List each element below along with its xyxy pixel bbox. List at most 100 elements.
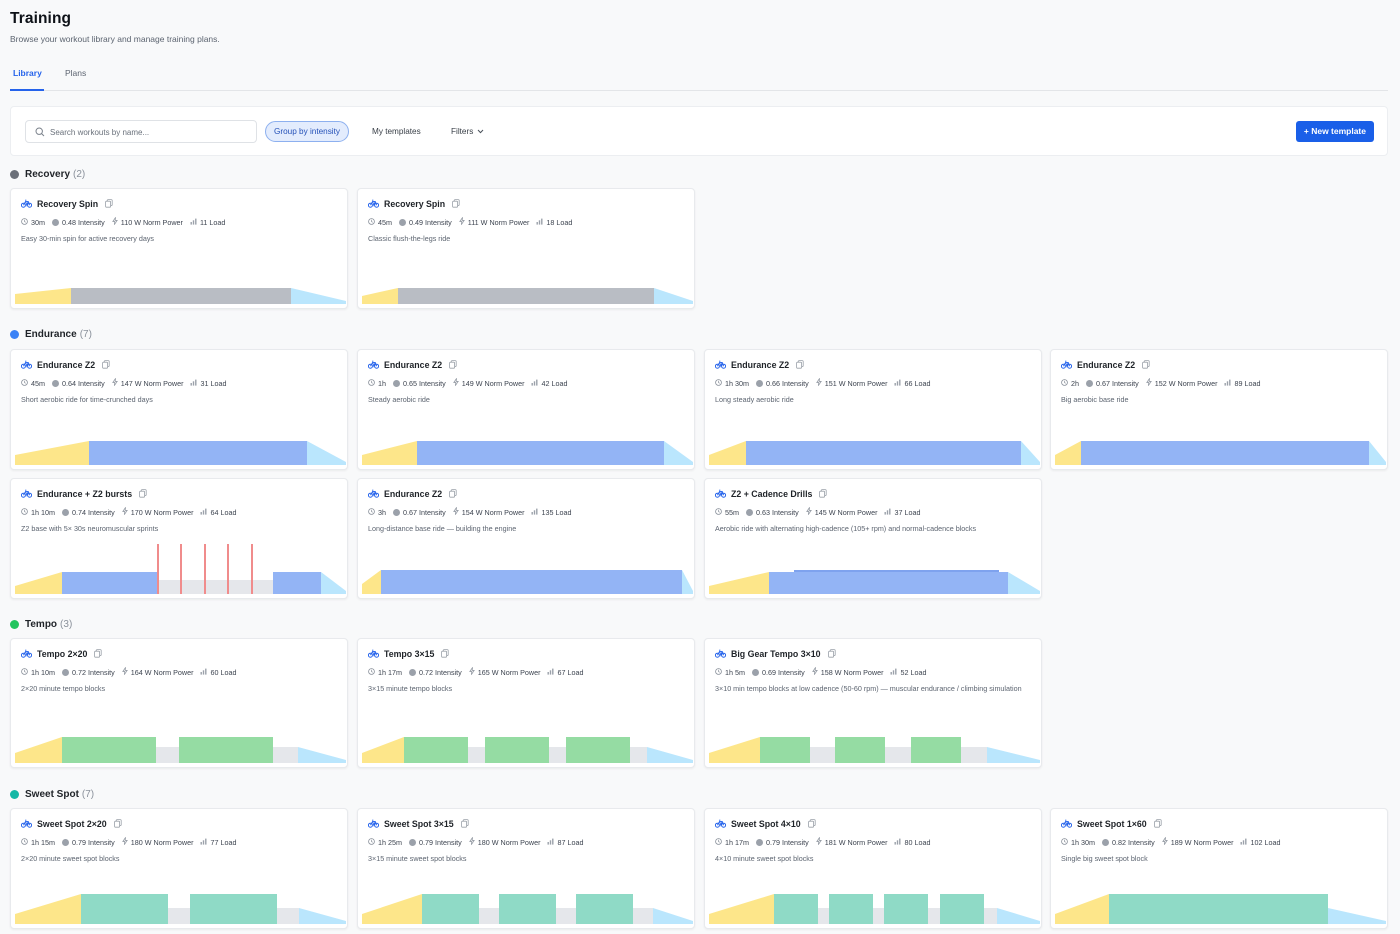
workout-card[interactable]: Big Gear Tempo 3×10 1h 5m 0.69 Intensity 15…	[704, 638, 1042, 768]
intensity-stat: 0.65 Intensity	[393, 379, 446, 388]
copy-icon[interactable]	[449, 356, 457, 374]
card-header: Endurance Z2	[1060, 356, 1150, 374]
workout-card[interactable]: Sweet Spot 1×60 1h 30m 0.82 Intensity 189 W…	[1050, 808, 1388, 929]
bar-chart-icon	[190, 379, 200, 388]
copy-icon[interactable]	[449, 485, 457, 503]
duration-stat: 30m	[21, 218, 45, 227]
workout-card[interactable]: Recovery Spin 45m 0.49 Intensity 111 W Norm…	[357, 188, 695, 309]
copy-icon[interactable]	[113, 815, 122, 833]
workout-card[interactable]: Endurance Z2 1h 30m 0.66 Intensity 151 W No…	[704, 349, 1042, 470]
workout-title: Recovery Spin	[384, 199, 446, 209]
intensity-dot-icon	[408, 838, 416, 846]
workout-stats: 1h 30m 0.82 Intensity 189 W Norm Power 102 …	[1061, 837, 1287, 847]
power-value: 111 W Norm Power	[467, 217, 530, 227]
workout-description: 4×10 minute sweet spot blocks	[715, 854, 814, 863]
search-input[interactable]	[50, 124, 250, 140]
copy-icon[interactable]	[807, 815, 816, 833]
active-tab-indicator	[10, 89, 44, 91]
copy-icon[interactable]	[441, 645, 450, 663]
workout-card[interactable]: Endurance + Z2 bursts 1h 10m 0.74 Intensit…	[10, 478, 348, 599]
intensity-value: 0.65 Intensity	[403, 378, 446, 388]
tab-library[interactable]: Library	[13, 68, 42, 78]
workout-card[interactable]: Sweet Spot 2×20 1h 15m 0.79 Intensity 180 W…	[10, 808, 348, 929]
intensity-stat: 0.67 Intensity	[1086, 379, 1139, 388]
copy-icon[interactable]	[460, 815, 469, 833]
profile-segment	[746, 441, 1021, 465]
my-templates-button[interactable]: My templates	[372, 127, 421, 136]
bike-icon	[714, 645, 727, 663]
workout-description: Classic flush-the-legs ride	[368, 234, 451, 243]
duration-value: 30m	[31, 217, 45, 227]
card-header: Endurance Z2	[714, 356, 804, 374]
workout-card[interactable]: Endurance Z2 1h 0.65 Intensity 149 W Norm P…	[357, 349, 695, 470]
workout-profile-chart	[362, 737, 693, 763]
profile-segment	[997, 908, 1040, 924]
power-value: 152 W Norm Power	[1154, 378, 1218, 388]
intensity-stat: 0.67 Intensity	[393, 508, 446, 517]
workout-title: Endurance Z2	[1077, 360, 1136, 370]
clock-icon	[21, 217, 31, 227]
power-value: 151 W Norm Power	[824, 378, 888, 388]
card-header: Sweet Spot 2×20	[20, 815, 122, 833]
workout-card[interactable]: Recovery Spin 30m 0.48 Intensity 110 W Norm…	[10, 188, 348, 309]
copy-icon[interactable]	[1153, 815, 1162, 833]
workout-title: Tempo 3×15	[384, 649, 435, 659]
load-value: 42 Load	[541, 378, 568, 388]
copy-icon[interactable]	[819, 485, 828, 503]
copy-icon[interactable]	[139, 485, 147, 503]
clock-icon	[21, 667, 31, 677]
workout-profile-chart	[15, 441, 346, 465]
copy-icon[interactable]	[105, 195, 113, 213]
load-stat: 31 Load	[190, 379, 226, 388]
copy-icon[interactable]	[94, 645, 103, 663]
card-header: Endurance Z2	[367, 485, 457, 503]
copy-icon[interactable]	[452, 195, 460, 213]
intensity-dot-icon	[393, 379, 400, 387]
workout-card[interactable]: Tempo 2×20 1h 10m 0.72 Intensity 164 W Norm…	[10, 638, 348, 768]
power-stat: 189 W Norm Power	[1161, 837, 1233, 847]
filters-dropdown[interactable]: Filters	[442, 121, 493, 142]
group-by-intensity-toggle[interactable]: Group by intensity	[265, 121, 349, 142]
copy-icon[interactable]	[796, 356, 804, 374]
profile-segment	[468, 747, 485, 763]
new-template-button[interactable]: + New template	[1295, 121, 1374, 142]
workout-description: Steady aerobic ride	[368, 395, 430, 404]
profile-segment	[62, 572, 157, 594]
intensity-stat: 0.63 Intensity	[745, 508, 799, 517]
clock-icon	[368, 378, 378, 388]
profile-segment	[829, 894, 873, 924]
load-value: 80 Load	[904, 837, 931, 847]
workout-card[interactable]: Tempo 3×15 1h 17m 0.72 Intensity 165 W Norm…	[357, 638, 695, 768]
workout-card[interactable]: Sweet Spot 4×10 1h 17m 0.79 Intensity 181 W…	[704, 808, 1042, 929]
profile-segment	[1109, 894, 1328, 924]
profile-segment	[1328, 908, 1386, 924]
workout-stats: 1h 17m 0.72 Intensity 165 W Norm Power 67 L…	[368, 667, 590, 677]
tab-plans[interactable]: Plans	[65, 68, 87, 78]
intensity-dot-icon	[51, 379, 59, 387]
workout-card[interactable]: Sweet Spot 3×15 1h 25m 0.79 Intensity 180 W…	[357, 808, 695, 929]
workout-title: Big Gear Tempo 3×10	[731, 649, 821, 659]
workout-card[interactable]: Endurance Z2 2h 0.67 Intensity 152 W Norm P…	[1050, 349, 1388, 470]
workout-card[interactable]: Z2 + Cadence Drills 55m 0.63 Intensity 145 …	[704, 478, 1042, 599]
bar-chart-icon	[884, 508, 894, 517]
copy-icon[interactable]	[1142, 356, 1150, 374]
bar-chart-icon	[190, 218, 200, 227]
profile-segment	[774, 894, 818, 924]
load-value: 77 Load	[210, 837, 237, 847]
cadence-drill-block	[822, 570, 852, 572]
workout-profile-chart	[15, 288, 346, 304]
page-header: Training Browse your workout library and…	[10, 10, 220, 44]
profile-segment	[984, 908, 997, 924]
intensity-stat: 0.79 Intensity	[755, 838, 809, 847]
workout-description: Single big sweet spot block	[1061, 854, 1148, 863]
load-stat: 64 Load	[200, 508, 236, 517]
sprint-interval-bar	[227, 544, 229, 594]
workout-card[interactable]: Endurance Z2 45m 0.64 Intensity 147 W Norm …	[10, 349, 348, 470]
duration-value: 1h 30m	[1071, 837, 1095, 847]
toolbar: Group by intensity My templates Filters …	[10, 106, 1388, 156]
workout-card[interactable]: Endurance Z2 3h 0.67 Intensity 154 W Norm P…	[357, 478, 695, 599]
copy-icon[interactable]	[102, 356, 110, 374]
copy-icon[interactable]	[827, 645, 836, 663]
workout-stats: 55m 0.63 Intensity 145 W Norm Power 37 Load	[715, 507, 927, 517]
load-stat: 67 Load	[547, 668, 583, 677]
